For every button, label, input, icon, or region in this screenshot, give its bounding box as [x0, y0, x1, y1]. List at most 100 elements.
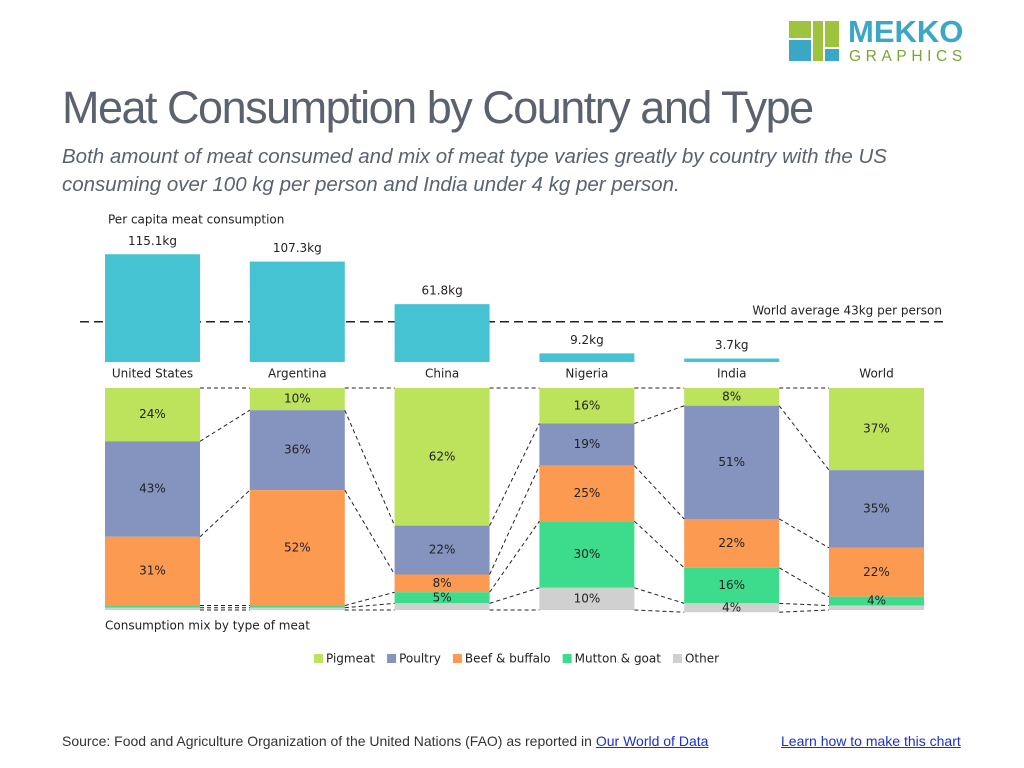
mix-segment: [539, 423, 635, 466]
mix-label: 52%: [284, 540, 311, 554]
mix-label: 30%: [574, 547, 601, 561]
mix-label: 16%: [574, 398, 601, 412]
connector: [634, 405, 685, 424]
category-label: Nigeria: [565, 367, 608, 381]
mix-label: 22%: [429, 543, 456, 557]
learn-link[interactable]: Learn how to make this chart: [781, 733, 961, 749]
learn-block: Learn how to make this chart: [781, 733, 961, 749]
connector: [489, 423, 540, 526]
legend-swatch: [387, 654, 397, 663]
mix-label: 62%: [429, 449, 456, 463]
mix-segment: [684, 603, 780, 613]
mix-segment: [105, 605, 200, 608]
mix-label: 8%: [722, 389, 741, 403]
legend-label: Mutton & goat: [575, 652, 662, 666]
mix-segment: [684, 567, 780, 604]
connector: [634, 587, 685, 604]
mix-segment: [249, 605, 345, 608]
connector: [634, 465, 685, 520]
mix-segment: [394, 525, 490, 575]
mix-label: 10%: [284, 392, 311, 406]
mix-segment: [684, 518, 780, 568]
total-label: 3.7kg: [715, 338, 749, 352]
subtitle: Both amount of meat consumed and mix of …: [62, 145, 887, 196]
mix-segment: [249, 410, 345, 491]
logo-bottom: GRAPHICS: [849, 48, 967, 65]
mix-segment: [249, 607, 345, 610]
mix-label: 43%: [139, 482, 166, 496]
mix-label: 19%: [574, 437, 601, 451]
connector: [778, 518, 830, 549]
connector: [199, 409, 251, 442]
connector: [779, 602, 830, 607]
connector: [199, 489, 251, 538]
category-label: Argentina: [268, 367, 327, 381]
mix-label: 25%: [574, 486, 601, 500]
connector: [634, 520, 685, 569]
mix-label: 8%: [433, 576, 452, 590]
connector: [344, 410, 396, 526]
mix-label: 31%: [139, 564, 166, 578]
connector: [778, 567, 830, 598]
connector: [778, 405, 830, 471]
total-label: 61.8kg: [421, 284, 462, 298]
title: Meat Consumption by Country and Type: [62, 82, 814, 133]
mix-segment: [394, 574, 490, 593]
total-bar: [105, 254, 200, 362]
mix-segment: [249, 388, 345, 411]
legend-swatch: [452, 654, 462, 663]
mix-segment: [539, 388, 635, 424]
mix-segment: [105, 441, 200, 537]
mix-segment: [684, 405, 780, 519]
total-label: 115.1kg: [128, 234, 177, 248]
logo-mark: [789, 21, 839, 61]
mix-label: 36%: [284, 443, 311, 457]
mix-segment: [539, 587, 635, 610]
mix-segment: [829, 470, 924, 548]
legend-label: Beef & buffalo: [465, 652, 551, 666]
mix-segment: [105, 536, 200, 606]
legend-swatch: [562, 654, 572, 663]
totals-title: Per capita meat consumption: [108, 213, 284, 227]
connector: [489, 587, 540, 604]
mix-label: 24%: [139, 407, 166, 421]
mix-segment: [829, 388, 924, 471]
mix-label: 10%: [574, 591, 601, 605]
mix-label: 5%: [433, 590, 452, 604]
connector: [344, 489, 396, 575]
source-link[interactable]: Our World of Data: [595, 733, 709, 749]
legend-label: Pigmeat: [326, 652, 375, 666]
mix-segment: [684, 388, 780, 406]
connector: [489, 465, 540, 575]
mix-segment: [829, 605, 924, 610]
legend-label: Other: [685, 652, 719, 666]
source-text: Source: Food and Agriculture Organizatio…: [62, 733, 592, 749]
logo-top: MEKKO: [848, 14, 963, 49]
total-bar: [684, 358, 780, 362]
mix-segment: [394, 388, 490, 526]
total-label: 107.3kg: [273, 241, 322, 255]
mix-segment: [105, 388, 200, 442]
connector: [489, 520, 540, 593]
mix-segment: [539, 521, 635, 588]
legend-label: Poultry: [399, 652, 441, 666]
connector: [779, 609, 830, 613]
mix-segment: [394, 592, 490, 604]
mix-label: 37%: [863, 422, 890, 436]
mix-segment: [105, 607, 200, 610]
legend-swatch: [314, 654, 323, 663]
mix-segment: [249, 490, 345, 606]
legend-swatch: [672, 654, 682, 663]
mix-segment: [539, 465, 635, 522]
mix-label: 4%: [722, 600, 741, 614]
mix-segment: [829, 547, 924, 597]
total-bar: [539, 353, 635, 362]
category-label: World: [859, 367, 893, 381]
connector: [344, 591, 395, 607]
mix-label: 51%: [718, 455, 745, 469]
mix-label: 4%: [867, 594, 886, 608]
reference-label: World average 43kg per person: [752, 303, 942, 317]
mix-label: 22%: [863, 565, 890, 579]
